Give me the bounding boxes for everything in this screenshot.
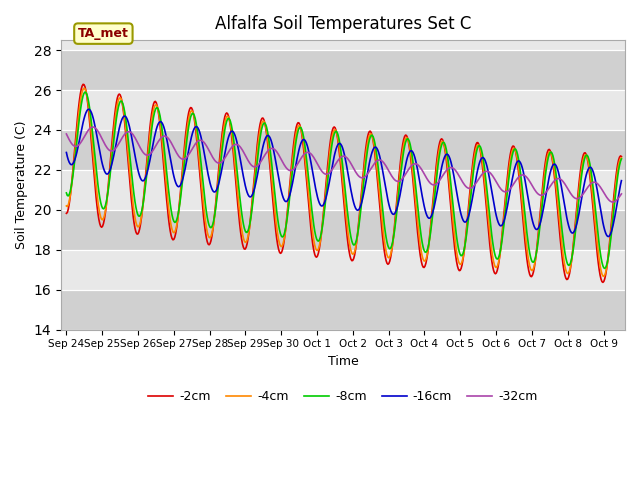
Line: -16cm: -16cm — [67, 109, 621, 237]
-2cm — [206, 241, 214, 247]
-32cm — [315, 163, 323, 168]
Bar — [61, 50, 625, 90]
-4cm — [481, 183, 489, 189]
-4cm — [206, 235, 214, 240]
-32cm — [63, 131, 70, 137]
Line: -32cm: -32cm — [67, 127, 621, 202]
Line: -4cm: -4cm — [67, 88, 621, 276]
-16cm — [206, 180, 214, 186]
-16cm — [618, 178, 625, 183]
-8cm — [618, 156, 625, 162]
Line: -8cm: -8cm — [67, 92, 621, 268]
-8cm — [601, 265, 609, 271]
-8cm — [481, 171, 489, 177]
-32cm — [90, 124, 97, 130]
-32cm — [618, 191, 625, 197]
-16cm — [390, 211, 398, 217]
Text: TA_met: TA_met — [78, 27, 129, 40]
Y-axis label: Soil Temperature (C): Soil Temperature (C) — [15, 120, 28, 249]
-2cm — [79, 82, 87, 87]
-2cm — [434, 149, 442, 155]
-2cm — [162, 184, 170, 190]
-16cm — [315, 198, 323, 204]
Bar — [61, 290, 625, 330]
-16cm — [162, 131, 170, 136]
Bar — [61, 130, 625, 170]
-2cm — [618, 154, 625, 159]
-4cm — [162, 173, 170, 179]
-32cm — [434, 180, 442, 185]
-4cm — [600, 274, 607, 279]
-2cm — [315, 250, 323, 256]
-2cm — [481, 192, 489, 197]
-4cm — [434, 156, 442, 161]
-2cm — [599, 279, 607, 285]
-16cm — [481, 158, 489, 164]
-16cm — [84, 107, 92, 112]
-8cm — [206, 224, 214, 230]
-16cm — [63, 150, 70, 156]
-4cm — [618, 155, 625, 161]
-32cm — [390, 177, 398, 182]
Title: Alfalfa Soil Temperatures Set C: Alfalfa Soil Temperatures Set C — [215, 15, 471, 33]
-4cm — [63, 203, 70, 209]
-8cm — [81, 89, 89, 95]
-4cm — [80, 85, 88, 91]
X-axis label: Time: Time — [328, 355, 358, 368]
-8cm — [315, 238, 323, 244]
-32cm — [481, 168, 489, 174]
-32cm — [206, 150, 214, 156]
-2cm — [63, 210, 70, 216]
-8cm — [434, 163, 442, 168]
-16cm — [605, 234, 612, 240]
-32cm — [609, 199, 617, 205]
-8cm — [390, 228, 398, 234]
Line: -2cm: -2cm — [67, 84, 621, 282]
-8cm — [63, 190, 70, 196]
-4cm — [390, 227, 398, 233]
Legend: -2cm, -4cm, -8cm, -16cm, -32cm: -2cm, -4cm, -8cm, -16cm, -32cm — [143, 385, 543, 408]
-2cm — [390, 224, 398, 230]
-8cm — [162, 158, 170, 164]
-32cm — [162, 133, 170, 139]
-4cm — [315, 246, 323, 252]
-16cm — [434, 184, 442, 190]
Bar — [61, 210, 625, 250]
